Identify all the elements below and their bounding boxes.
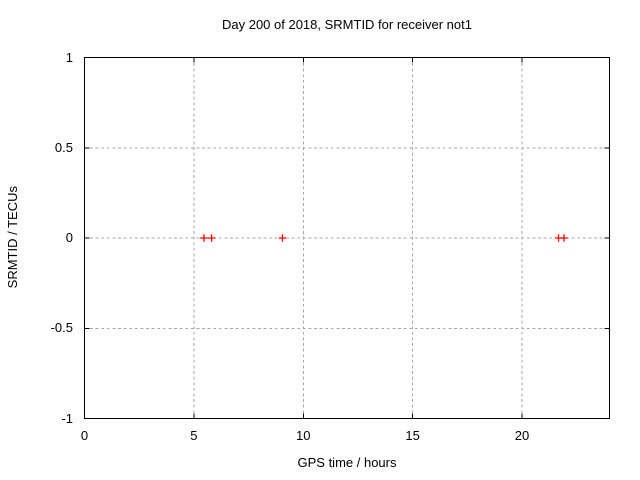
x-tick-label: 0 bbox=[80, 428, 89, 443]
y-tick-label: 0.5 bbox=[54, 139, 73, 155]
x-tick-label: 20 bbox=[514, 428, 530, 443]
chart-title: Day 200 of 2018, SRMTID for receiver not… bbox=[221, 17, 472, 32]
x-tick-label: 15 bbox=[405, 428, 420, 443]
x-axis-label: GPS time / hours bbox=[297, 455, 397, 470]
x-tick-label: 5 bbox=[190, 428, 198, 443]
y-tick-label: 1 bbox=[65, 49, 73, 65]
y-tick-label: 0 bbox=[65, 230, 73, 245]
y-tick-label: -1 bbox=[61, 410, 73, 426]
x-tick-label: 10 bbox=[296, 428, 311, 443]
data-point-marker bbox=[207, 234, 216, 242]
data-point-marker bbox=[278, 234, 287, 242]
data-point-marker bbox=[560, 234, 568, 242]
y-tick-label: -0.5 bbox=[50, 320, 73, 336]
data-point-marker bbox=[200, 234, 208, 242]
